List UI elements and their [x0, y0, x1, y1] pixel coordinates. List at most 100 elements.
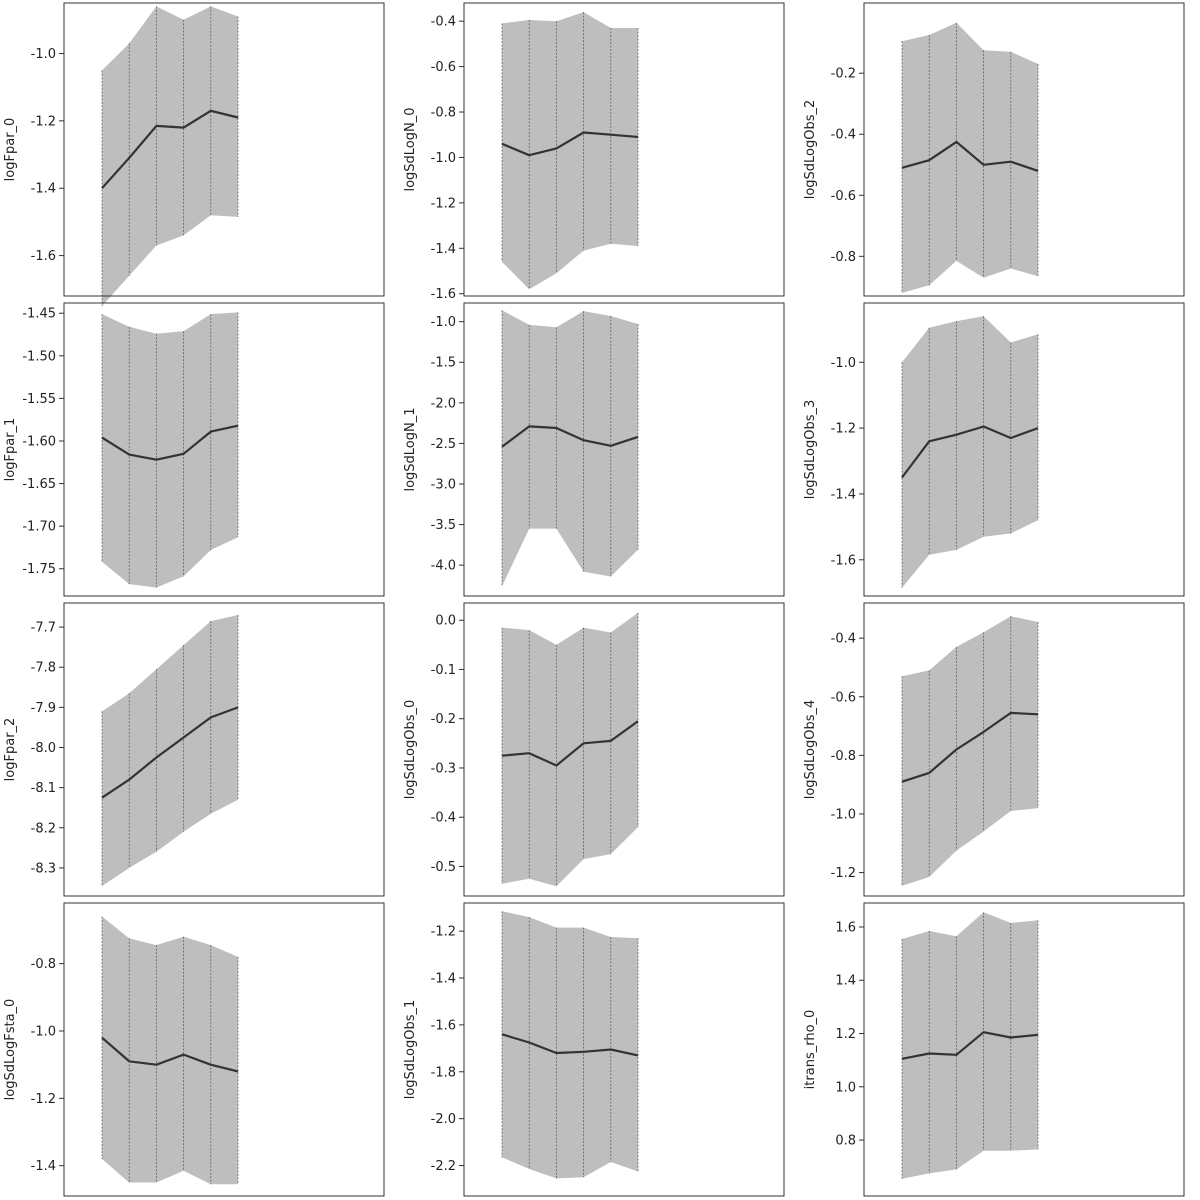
y-axis-label: logSdLogObs_2	[803, 100, 818, 200]
y-tick-label: -1.0	[431, 151, 456, 166]
panel-logFpar_1: -1.45 -1.50 -1.55 -1.60 -1.65 -1.70 -1.75 logFp…	[3, 302, 385, 597]
y-tick-label: -7.8	[31, 661, 56, 676]
confidence-band	[102, 6, 238, 307]
y-axis-label: logSdLogObs_0	[403, 700, 418, 800]
y-tick-label: -0.4	[831, 128, 856, 143]
median-line	[901, 711, 1039, 783]
confidence-band	[102, 312, 238, 588]
y-tick-label: -1.6	[831, 553, 856, 568]
panel-frame	[63, 602, 385, 897]
panel-logSdLogN_1: -1.0 -1.5 -2.0 -2.5 -3.0 -3.5 -4.0 logSdLogN_1	[403, 302, 785, 597]
y-tick-label: -0.6	[831, 189, 856, 204]
median-line	[101, 109, 239, 189]
y-tick-label: 0.8	[835, 1134, 856, 1149]
y-tick-label: -1.2	[31, 1092, 56, 1107]
y-tick-label: -2.0	[431, 396, 456, 411]
confidence-band	[902, 22, 1038, 293]
y-axis-label: logSdLogN_1	[403, 407, 418, 491]
y-tick-label: -3.0	[431, 477, 456, 492]
median-line	[901, 1031, 1039, 1060]
confidence-band	[502, 612, 638, 887]
panel-frame	[463, 302, 785, 597]
panel-logSdLogObs_4: -0.4 -0.6 -0.8 -1.0 -1.2 logSdLogObs_4	[803, 602, 1185, 897]
panel-frame	[863, 602, 1185, 897]
y-axis-label: logSdLogObs_1	[403, 1000, 418, 1100]
median-line	[501, 1033, 639, 1057]
y-tick-label: -2.0	[431, 1112, 456, 1127]
y-axis-label: logSdLogObs_4	[803, 700, 818, 800]
y-tick-label: -0.8	[831, 250, 856, 265]
panel-frame	[63, 902, 385, 1197]
panel-logFpar_2: -7.7 -7.8 -7.9 -8.0 -8.1 -8.2 -8.3 logFpar_2	[3, 602, 385, 897]
y-tick-label: -0.5	[431, 860, 456, 875]
panel-logSdLogObs_1: -1.2 -1.4 -1.6 -1.8 -2.0 -2.2 logSdLogObs_1	[403, 902, 785, 1197]
panel-frame	[463, 902, 785, 1197]
y-tick-label: -0.4	[431, 15, 456, 30]
y-tick-label: -1.0	[31, 47, 56, 62]
panel-frame	[463, 602, 785, 897]
y-tick-label: -0.8	[431, 106, 456, 121]
y-tick-label: -1.0	[831, 807, 856, 822]
y-tick-label: -1.0	[431, 315, 456, 330]
y-tick-label: -1.6	[431, 287, 456, 302]
y-tick-label: -1.55	[22, 392, 56, 407]
y-tick-label: -8.1	[31, 781, 56, 796]
y-tick-label: 1.4	[835, 974, 856, 989]
y-tick-label: -1.4	[431, 972, 456, 987]
y-tick-label: -0.8	[831, 749, 856, 764]
y-tick-label: -0.3	[431, 761, 456, 776]
y-axis-label: itrans_rho_0	[803, 1010, 818, 1090]
y-tick-label: 1.2	[835, 1027, 856, 1042]
panel-logFpar_0: -1.0 -1.2 -1.4 -1.6 logFpar_0	[3, 2, 385, 307]
y-tick-label: -0.2	[431, 712, 456, 727]
y-tick-label: -1.2	[431, 196, 456, 211]
y-tick-label: -2.5	[431, 437, 456, 452]
y-tick-label: -1.75	[22, 562, 56, 577]
y-tick-label: -0.6	[831, 690, 856, 705]
y-tick-label: -4.0	[431, 559, 456, 574]
y-tick-label: 1.0	[835, 1080, 856, 1095]
panel-logSdLogObs_2: -0.2 -0.4 -0.6 -0.8 logSdLogObs_2	[803, 2, 1185, 297]
y-tick-label: -1.2	[831, 422, 856, 437]
panel-logSdLogN_0: -0.4 -0.6 -0.8 -1.0 -1.2 -1.4 -1.6 logSdLogN_0	[403, 2, 785, 302]
panel-frame	[863, 902, 1185, 1197]
confidence-band	[102, 615, 238, 886]
y-tick-label: -1.2	[831, 866, 856, 881]
panel-frame	[63, 2, 385, 297]
y-tick-label: -1.0	[31, 1024, 56, 1039]
confidence-band	[502, 310, 638, 587]
confidence-band	[902, 316, 1038, 588]
y-tick-label: -0.1	[431, 663, 456, 678]
y-tick-label: -3.5	[431, 518, 456, 533]
y-axis-label: logFpar_1	[3, 418, 18, 482]
y-tick-label: 1.6	[835, 920, 856, 935]
y-tick-label: -1.6	[31, 249, 56, 264]
confidence-band	[502, 911, 638, 1179]
median-line	[901, 140, 1039, 172]
y-tick-label: 0.0	[435, 614, 456, 629]
median-line	[501, 131, 639, 157]
y-tick-label: -1.2	[431, 925, 456, 940]
panel-frame	[863, 302, 1185, 597]
y-tick-label: -1.5	[431, 356, 456, 371]
panel-frame	[863, 2, 1185, 297]
y-tick-label: -1.2	[31, 114, 56, 129]
confidence-band	[902, 912, 1038, 1179]
y-tick-label: -2.2	[431, 1159, 456, 1174]
panel-logSdLogObs_3: -1.0 -1.2 -1.4 -1.6 logSdLogObs_3	[803, 302, 1185, 597]
y-tick-label: -1.65	[22, 477, 56, 492]
y-tick-label: -1.4	[831, 487, 856, 502]
median-line	[501, 425, 639, 448]
y-axis-label: logFpar_2	[3, 718, 18, 782]
median-line	[901, 425, 1039, 479]
y-tick-label: -7.7	[31, 621, 56, 636]
confidence-band	[502, 12, 638, 290]
y-tick-label: -1.4	[31, 1159, 56, 1174]
y-tick-label: -0.2	[831, 67, 856, 82]
panel-logSdLogFsta_0: -0.8 -1.0 -1.2 -1.4 logSdLogFsta_0	[3, 902, 385, 1197]
y-tick-label: -7.9	[31, 701, 56, 716]
panel-logSdLogObs_0: 0.0 -0.1 -0.2 -0.3 -0.4 -0.5 logSdLogObs_0	[403, 602, 785, 897]
y-tick-label: -1.70	[22, 520, 56, 535]
median-line	[101, 706, 239, 799]
y-tick-label: -8.3	[31, 861, 56, 876]
